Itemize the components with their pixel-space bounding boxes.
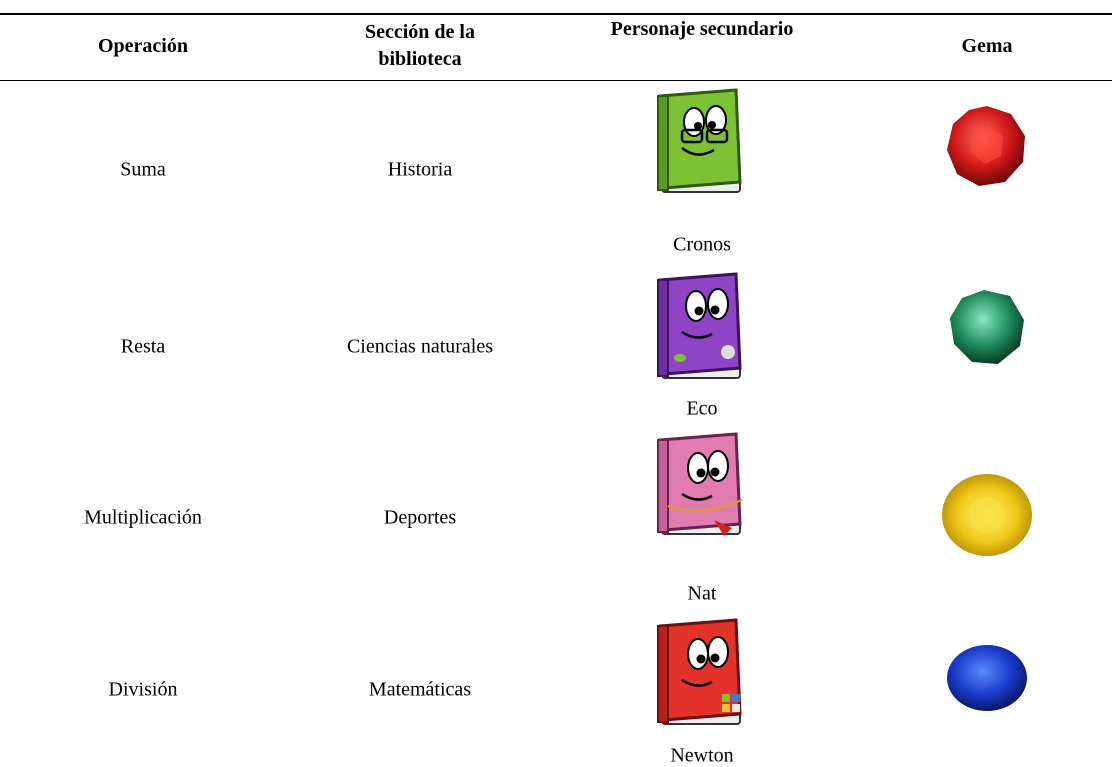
cell: Cronos: [673, 233, 731, 256]
book-icon: [657, 432, 743, 536]
book-icon: [657, 272, 742, 379]
cell: División: [108, 678, 178, 701]
cell: Newton: [670, 744, 734, 767]
gem-icon: [942, 474, 1032, 556]
cell: Matemáticas: [368, 678, 472, 701]
top-rule: [0, 13, 1112, 15]
header-cell: Personaje secundario: [610, 18, 794, 40]
cell: Multiplicación: [84, 506, 202, 529]
cell: Ciencias naturales: [346, 335, 494, 358]
cell: Eco: [686, 397, 718, 420]
cell: Deportes: [383, 506, 457, 529]
cell: Resta: [120, 335, 166, 358]
header-rule: [0, 80, 1112, 81]
header-cell: Operación: [98, 35, 188, 57]
cell: Suma: [120, 158, 166, 181]
gem-icon: [947, 106, 1025, 186]
header-cell: Gema: [961, 35, 1013, 57]
gem-icon: [947, 645, 1027, 711]
gem-icon: [950, 290, 1024, 364]
book-icon: [657, 88, 742, 193]
cell: Historia: [387, 158, 453, 181]
header-cell: Sección de la biblioteca: [365, 21, 475, 70]
cell: Nat: [687, 582, 717, 605]
book-icon: [657, 618, 742, 725]
